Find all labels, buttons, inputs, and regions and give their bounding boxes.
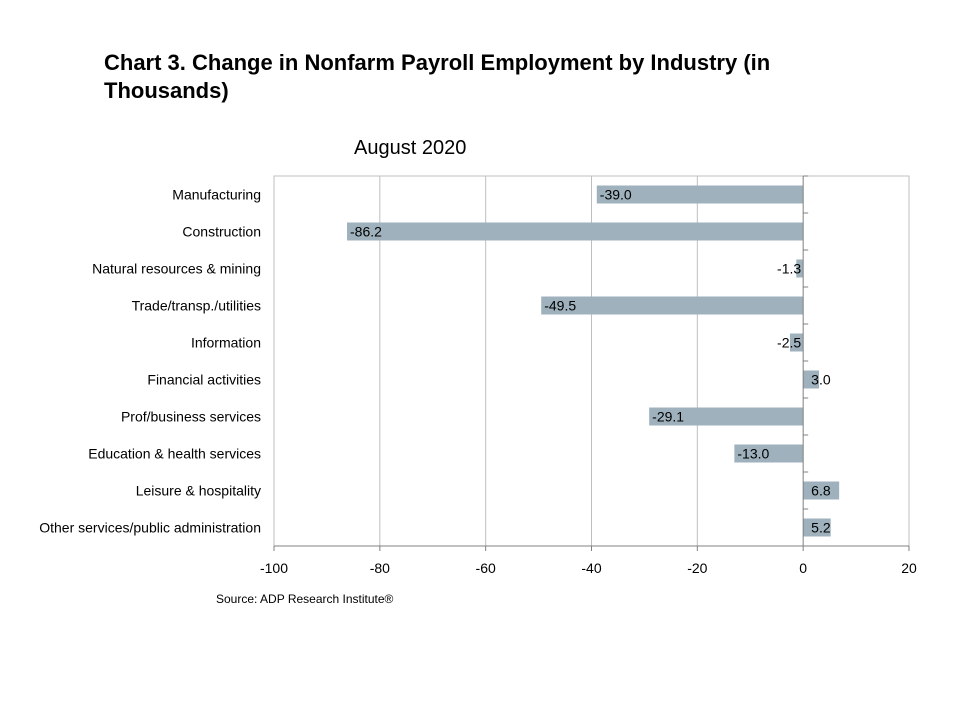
category-label: Education & health services [88, 446, 261, 462]
page-title: Chart 3. Change in Nonfarm Payroll Emplo… [104, 50, 771, 103]
source-note: Source: ADP Research Institute® [216, 592, 394, 606]
category-label: Trade/transp./utilities [132, 298, 261, 314]
category-label: Financial activities [147, 372, 261, 388]
x-tick-label: -60 [476, 560, 496, 576]
data-label: -29.1 [652, 409, 684, 425]
data-label: -13.0 [737, 446, 769, 462]
bar [803, 370, 820, 389]
data-label: 6.8 [811, 483, 831, 499]
category-label: Natural resources & mining [92, 261, 261, 277]
bar [789, 333, 804, 352]
data-label: -2.5 [777, 335, 801, 351]
bar [347, 222, 804, 241]
category-label: Prof/business services [121, 409, 261, 425]
data-label: -39.0 [600, 187, 632, 203]
category-label: Leisure & hospitality [136, 483, 261, 499]
x-tick-label: 0 [799, 560, 807, 576]
x-tick-label: -40 [581, 560, 601, 576]
category-label: Information [191, 335, 261, 351]
category-label: Manufacturing [172, 187, 261, 203]
bars [347, 185, 840, 537]
labels: -100 -80 -60 -40 -20 0 20 Manufacturing -39.0 Con… [39, 187, 917, 577]
bar [541, 296, 804, 315]
data-label: 3.0 [811, 372, 831, 388]
chart-title: August 2020 [354, 137, 467, 159]
axes [273, 175, 910, 551]
bar [803, 481, 840, 500]
x-tick-label: -20 [687, 560, 707, 576]
bar [796, 259, 804, 278]
x-tick-label: -100 [260, 560, 288, 576]
data-label: -1.3 [777, 261, 801, 277]
data-label: -49.5 [544, 298, 576, 314]
category-label: Construction [182, 224, 261, 240]
bar [734, 444, 804, 463]
x-tick-label: 20 [901, 560, 917, 576]
data-label: 5.2 [811, 520, 831, 536]
data-label: -86.2 [350, 224, 382, 240]
bar [649, 407, 804, 426]
bar [803, 518, 831, 537]
category-label: Other services/public administration [39, 520, 261, 536]
bar [596, 185, 804, 204]
x-tick-label: -80 [370, 560, 390, 576]
